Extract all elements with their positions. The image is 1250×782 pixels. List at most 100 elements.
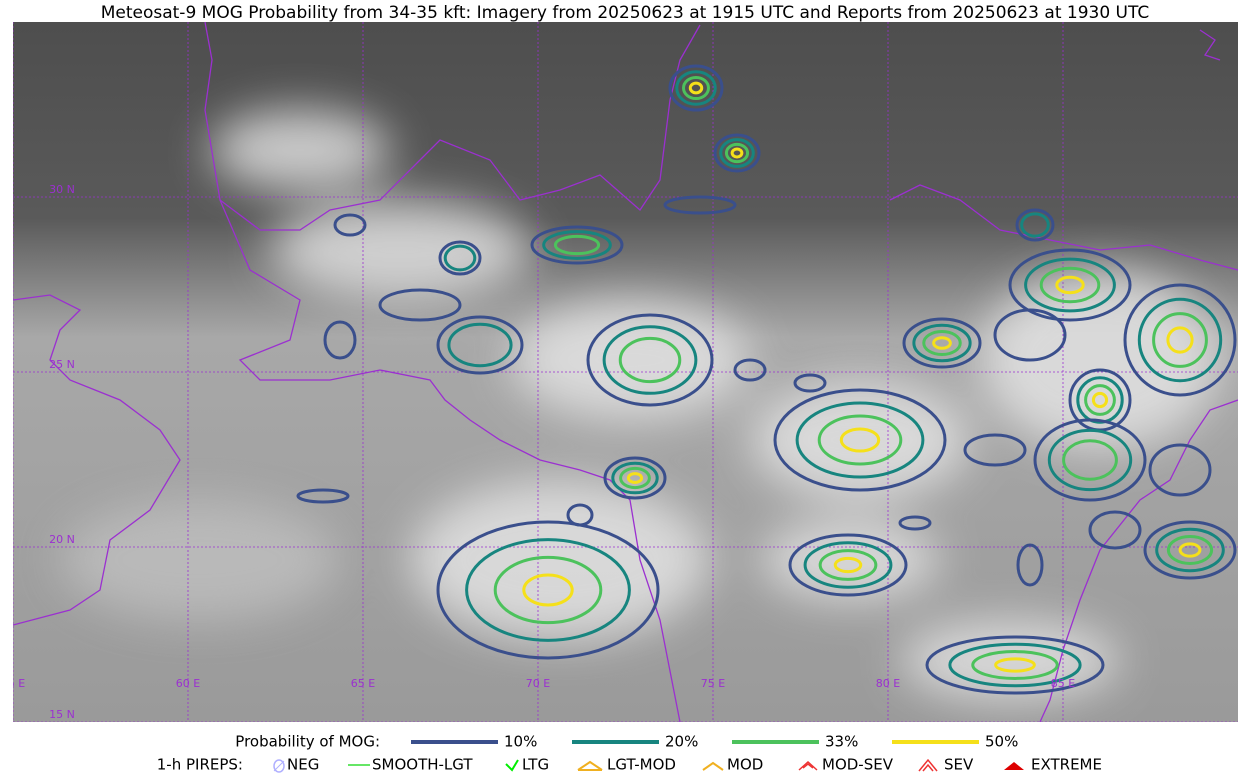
contour [682, 75, 710, 101]
contour [833, 556, 863, 574]
contour [719, 138, 755, 168]
contour [619, 466, 651, 490]
contour [793, 373, 827, 393]
contour [1016, 543, 1044, 587]
contour [818, 549, 878, 581]
legend-label: 20% [665, 733, 698, 751]
legend-title: Probability of MOG: [235, 733, 380, 751]
lon-label: 65 E [351, 677, 375, 690]
contour [1088, 510, 1142, 550]
contour [1155, 527, 1225, 573]
map: 55 E 60 E 65 E 70 E 75 E 80 E 85 E 30 N 25 N 20 N… [1, 22, 1238, 722]
contour [1047, 428, 1133, 492]
contour [817, 414, 903, 466]
contour [530, 225, 624, 265]
pirep-label: LGT-MOD [607, 756, 676, 774]
contour [378, 288, 462, 322]
contour [1015, 208, 1055, 242]
legend-label: 10% [504, 733, 537, 751]
contour [1148, 443, 1212, 497]
contour [618, 336, 682, 384]
contour [522, 573, 574, 607]
pirep-label: MOD [727, 756, 763, 774]
contour [902, 317, 982, 369]
contour [586, 313, 714, 407]
pirep-symbol [918, 758, 938, 772]
contour [566, 503, 594, 527]
probability-contours [296, 64, 1237, 695]
borders [13, 22, 1238, 722]
contour [1039, 266, 1101, 304]
contour [602, 325, 698, 395]
contour [675, 70, 717, 106]
contour [912, 323, 972, 363]
contour [713, 133, 761, 173]
contour [839, 427, 881, 453]
contour [795, 401, 925, 479]
contour [971, 650, 1059, 680]
lon-label: 80 E [876, 677, 900, 690]
contour [925, 635, 1105, 695]
lon-label: 85 E [1051, 677, 1075, 690]
contour [1137, 297, 1223, 383]
contour [1055, 275, 1085, 295]
legend: Probability of MOG: 1-h PIREPS: 10% 20% 33… [157, 733, 1102, 774]
pirep-symbol [505, 759, 519, 772]
contour [1091, 391, 1109, 409]
legend-label: 50% [985, 733, 1018, 751]
contour [788, 533, 908, 597]
graticule-labels: 55 E 60 E 65 E 70 E 75 E 80 E 85 E 30 N 25 N 20 N… [1, 183, 1075, 721]
pirep-symbol [1004, 762, 1024, 770]
pirep-label: SMOOTH-LGT [372, 756, 473, 774]
cloud-tops [60, 110, 1220, 700]
contour [493, 555, 603, 625]
contour [663, 195, 737, 215]
contour [932, 336, 952, 350]
contour [611, 461, 659, 495]
lat-label: 25 N [49, 358, 75, 371]
lon-label: 70 E [526, 677, 550, 690]
contour [1076, 376, 1124, 424]
lon-label: 55 E [1, 677, 25, 690]
contour [447, 322, 513, 368]
contour [773, 388, 947, 492]
contour [443, 244, 477, 272]
contour [1024, 257, 1116, 313]
contour [436, 315, 524, 375]
contour [1084, 384, 1116, 416]
lon-label: 60 E [176, 677, 200, 690]
contour [724, 142, 750, 164]
contour [1143, 520, 1237, 580]
title: Meteosat-9 MOG Probability from 34-35 kf… [101, 3, 1150, 23]
pirep-label: LTG [522, 756, 549, 774]
contour [603, 456, 667, 500]
contour [948, 642, 1082, 688]
contour [1008, 248, 1132, 322]
contour [922, 329, 962, 357]
lon-label: 75 E [701, 677, 725, 690]
contour [993, 308, 1067, 362]
contour [1166, 535, 1214, 565]
contour [963, 433, 1027, 467]
contour [333, 213, 367, 237]
contour [1166, 326, 1194, 354]
lat-label: 20 N [49, 533, 75, 546]
contour [626, 472, 644, 484]
contour [542, 230, 612, 260]
contour [296, 488, 350, 504]
contour [1062, 439, 1118, 481]
contour [994, 657, 1036, 673]
contour [688, 81, 704, 95]
contour [438, 240, 482, 276]
pirep-label: EXTREME [1031, 756, 1102, 774]
pirep-label: MOD-SEV [822, 756, 894, 774]
pirep-symbol [273, 759, 285, 773]
contour [730, 147, 744, 159]
contour [733, 358, 767, 382]
pirep-symbol [798, 760, 818, 771]
pirep-label: NEG [287, 756, 319, 774]
contour [465, 538, 631, 642]
pirep-symbol [702, 761, 724, 771]
contour [436, 520, 660, 660]
